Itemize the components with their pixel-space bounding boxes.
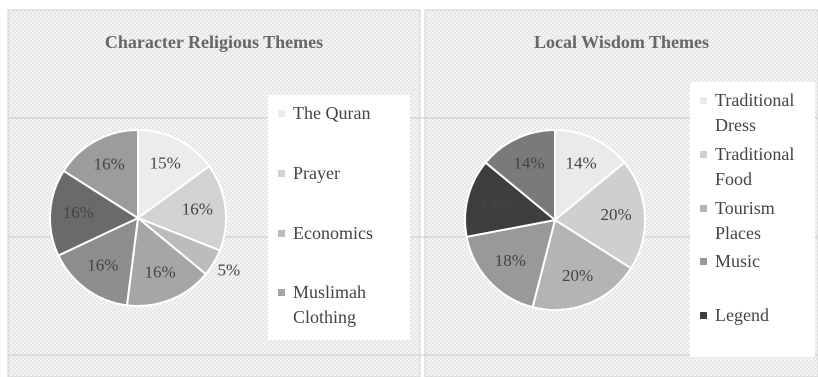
legend-label: Traditional Food [715, 143, 795, 189]
legend-item: Traditional Dress [690, 88, 815, 142]
legend-swatch [278, 110, 285, 117]
data-label: 20% [600, 205, 631, 224]
data-label: 20% [562, 266, 593, 285]
legend-item: Traditional Food [690, 142, 815, 196]
legend-item: Economics [268, 221, 410, 281]
legend-label: Music [715, 251, 760, 272]
pie-slice [484, 128, 556, 223]
pie-slice [135, 164, 227, 252]
legend-item: Muslimah Clothing [268, 280, 410, 340]
legend-item: Music [690, 249, 815, 303]
legend-label: Tourism Places [715, 197, 775, 243]
data-label: 15% [150, 154, 181, 173]
data-label: 5% [218, 261, 241, 280]
pie-slice [49, 169, 141, 257]
legend-item: The Quran [268, 101, 410, 161]
legend-label: Muslimah Clothing [293, 282, 367, 328]
legend-swatch [278, 229, 285, 237]
legend-swatch [700, 150, 707, 158]
data-label: 16% [94, 154, 125, 173]
legend-swatch [700, 312, 707, 320]
data-label: 16% [144, 263, 175, 282]
legend-swatch [700, 204, 707, 212]
data-label: 16% [182, 199, 213, 218]
pie-slice [554, 128, 626, 223]
legend-item: Prayer [268, 161, 410, 221]
legend-label: The Quran [293, 103, 371, 123]
legend-swatch [278, 169, 285, 177]
legend-item: Legend [690, 303, 815, 357]
legend-swatch [700, 97, 707, 104]
chart-title: Local Wisdom Themes [533, 32, 710, 52]
legend-item: Tourism Places [690, 196, 815, 250]
data-label: 14% [565, 154, 596, 173]
data-label: 14% [513, 154, 544, 173]
pie-slice [125, 216, 208, 307]
legend-swatch [278, 289, 285, 297]
data-label: 14% [480, 194, 511, 213]
legend: Traditional Dress Traditional Food Tourism… [690, 82, 815, 357]
legend-label: Traditional Dress [715, 90, 795, 135]
chart-title: Character Religious Themes [104, 32, 324, 52]
pie-slice [553, 161, 646, 270]
legend-swatch [700, 258, 707, 266]
data-label: 16% [63, 203, 94, 222]
pie-slice [464, 161, 558, 239]
legend-label: Legend [715, 305, 769, 326]
pie-slice [465, 218, 557, 309]
pie-slice [531, 218, 633, 311]
legend: The Quran Prayer Economics Muslimah Clothin… [268, 95, 410, 340]
legend-label: Prayer [293, 162, 340, 183]
pie-slice [57, 216, 140, 307]
data-label: 16% [87, 255, 118, 274]
legend-label: Economics [293, 222, 373, 243]
pie-slice [137, 128, 211, 220]
data-label: 18% [495, 251, 526, 270]
pie-slice [62, 128, 139, 220]
